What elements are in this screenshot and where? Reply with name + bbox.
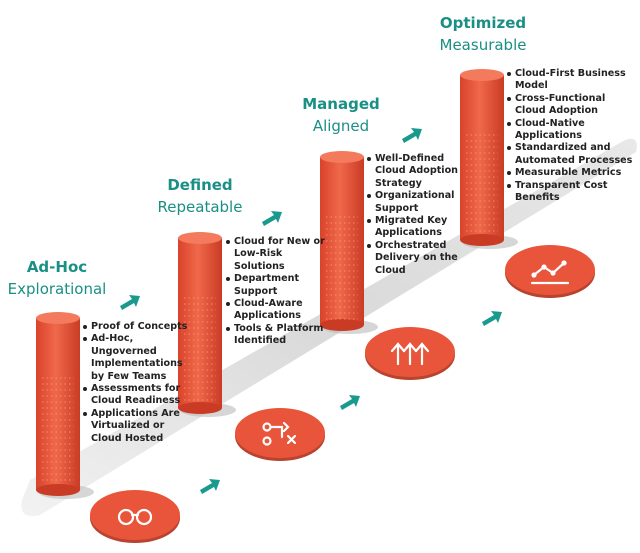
arrow <box>482 311 502 326</box>
bullet: Standardized and Automated Processes <box>507 142 635 167</box>
icon-glyph <box>541 264 547 270</box>
icon-glyph <box>262 436 272 446</box>
bullet-list: Well-Defined Cloud Adoption Strategy Orga… <box>366 153 475 277</box>
bullet: Tools & Platform Identified <box>226 323 334 348</box>
icon-glyph <box>414 342 430 366</box>
cylinder-top <box>320 151 364 163</box>
bullet: Transparent Cost Benefits <box>507 180 635 205</box>
bullet: Department Support <box>226 273 334 298</box>
icon-glyph <box>390 342 406 366</box>
bullet: Cloud-Aware Applications <box>226 298 334 323</box>
arrow <box>200 479 220 494</box>
icon-glyph <box>561 260 567 266</box>
stage-subtitle: Aligned <box>313 117 369 135</box>
cylinder <box>36 318 80 490</box>
icon-glyph <box>531 272 537 278</box>
cylinder-top <box>460 69 504 81</box>
bullet: Cloud-First Business Model <box>507 68 635 93</box>
stage-title: Defined <box>167 176 232 194</box>
cylinder-bottom <box>460 234 504 246</box>
icon-glyph <box>270 421 297 445</box>
stages: Ad-Hoc Explorational Defined Repeatable Mana… <box>8 14 595 543</box>
arrow <box>120 295 140 310</box>
stage-title: Managed <box>302 95 380 113</box>
cylinder-top <box>178 232 222 244</box>
stage-title: Ad-Hoc <box>27 258 87 276</box>
bullet: Migrated Key Applications <box>367 215 475 240</box>
bullet: Well-Defined Cloud Adoption Strategy <box>367 153 475 190</box>
bullet: Cloud for New or Low-Risk Solutions <box>226 236 334 273</box>
arrow <box>262 211 282 226</box>
bullet: Proof of Concepts <box>83 321 191 333</box>
icon-glyph <box>262 422 272 432</box>
bullet: Cloud-Native Applications <box>507 118 635 143</box>
cylinder-bottom <box>178 402 222 414</box>
icon-glyph <box>135 508 153 526</box>
bullet: Organizational Support <box>367 190 475 215</box>
bullet-list: Cloud-First Business Model Cross-Function… <box>506 68 635 204</box>
arrow <box>340 395 360 410</box>
stage-title: Optimized <box>440 14 526 32</box>
bullet: Assessments for Cloud Readiness <box>83 383 191 408</box>
bullet: Ad-Hoc, Ungoverned Implementations by Fe… <box>83 333 191 383</box>
bullet-list: Cloud for New or Low-Risk Solutions Depar… <box>225 236 334 348</box>
bullet-list: Proof of Concepts Ad-Hoc, Ungoverned Impl… <box>82 321 191 445</box>
icon-glyph <box>550 270 556 276</box>
cylinder <box>178 238 222 408</box>
cylinder-bottom <box>320 319 364 331</box>
icon-glyph <box>117 508 135 526</box>
bullet: Applications Are Virtualized or Cloud Ho… <box>83 408 191 445</box>
bullet: Cross-Functional Cloud Adoption <box>507 93 635 118</box>
bullet: Orchestrated Delivery on the Cloud <box>367 240 475 277</box>
icon-glyph <box>402 342 418 366</box>
cylinder-top <box>36 312 80 324</box>
arrow <box>402 128 422 143</box>
bullet: Measurable Metrics <box>507 167 635 179</box>
stage-subtitle: Explorational <box>8 280 107 298</box>
stage-subtitle: Repeatable <box>158 198 243 216</box>
icon-disc <box>235 408 325 458</box>
stage-subtitle: Measurable <box>440 36 527 54</box>
cylinder-bottom <box>36 484 80 496</box>
icon-glyph <box>530 261 570 285</box>
